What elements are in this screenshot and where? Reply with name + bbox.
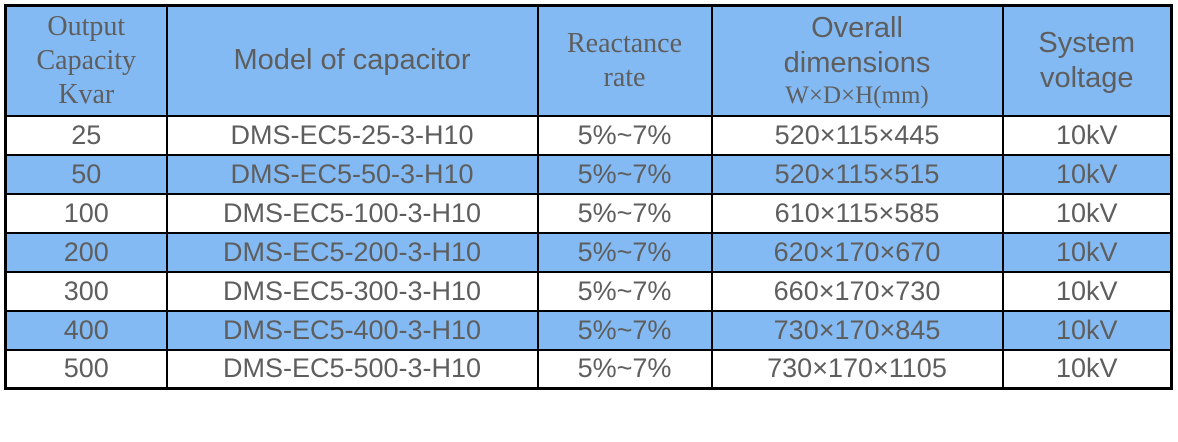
table-row: 50 DMS-EC5-50-3-H10 5%~7% 520×115×515 10… xyxy=(4,153,1173,195)
table-row: 300 DMS-EC5-300-3-H10 5%~7% 660×170×730 … xyxy=(4,270,1173,312)
cell-system-voltage: 10kV xyxy=(1001,192,1173,234)
cell-reactance-rate: 5%~7% xyxy=(536,153,713,195)
table-row: 25 DMS-EC5-25-3-H10 5%~7% 520×115×445 10… xyxy=(4,114,1173,156)
table-row: 400 DMS-EC5-400-3-H10 5%~7% 730×170×845 … xyxy=(4,309,1173,351)
cell-output-capacity: 100 xyxy=(4,192,168,234)
header-row: Output Capacity Kvar Model of capacitor … xyxy=(4,4,1173,117)
table-row: 200 DMS-EC5-200-3-H10 5%~7% 620×170×670 … xyxy=(4,231,1173,273)
table-row: 500 DMS-EC5-500-3-H10 5%~7% 730×170×1105… xyxy=(4,348,1173,390)
cell-model: DMS-EC5-300-3-H10 xyxy=(165,270,539,312)
header-dimension-unit: W×D×H(mm) xyxy=(785,81,929,109)
cell-dimensions: 610×115×585 xyxy=(710,192,1004,234)
header-output-capacity: Output Capacity Kvar xyxy=(4,4,168,117)
header-line: voltage xyxy=(1039,61,1134,94)
cell-reactance-rate: 5%~7% xyxy=(536,114,713,156)
cell-system-voltage: 10kV xyxy=(1001,270,1173,312)
cell-model: DMS-EC5-500-3-H10 xyxy=(165,348,539,390)
header-overall-dimensions: Overall dimensions W×D×H(mm) xyxy=(710,4,1004,117)
header-line: System xyxy=(1038,26,1136,59)
cell-output-capacity: 400 xyxy=(4,309,168,351)
header-line: Kvar xyxy=(58,78,115,110)
header-line: Output xyxy=(47,10,126,42)
table-row: 100 DMS-EC5-100-3-H10 5%~7% 610×115×585 … xyxy=(4,192,1173,234)
cell-output-capacity: 200 xyxy=(4,231,168,273)
header-line: dimensions xyxy=(783,46,931,79)
cell-dimensions: 660×170×730 xyxy=(710,270,1004,312)
header-reactance-rate: Reactance rate xyxy=(536,4,713,117)
capacitor-spec-table: Output Capacity Kvar Model of capacitor … xyxy=(4,4,1173,390)
cell-output-capacity: 300 xyxy=(4,270,168,312)
cell-system-voltage: 10kV xyxy=(1001,231,1173,273)
cell-system-voltage: 10kV xyxy=(1001,348,1173,390)
cell-reactance-rate: 5%~7% xyxy=(536,309,713,351)
header-line: Reactance xyxy=(566,27,683,59)
cell-dimensions: 520×115×515 xyxy=(710,153,1004,195)
cell-output-capacity: 25 xyxy=(4,114,168,156)
cell-model: DMS-EC5-25-3-H10 xyxy=(165,114,539,156)
cell-dimensions: 520×115×445 xyxy=(710,114,1004,156)
header-line: Capacity xyxy=(36,44,137,76)
cell-model: DMS-EC5-200-3-H10 xyxy=(165,231,539,273)
cell-system-voltage: 10kV xyxy=(1001,114,1173,156)
cell-system-voltage: 10kV xyxy=(1001,153,1173,195)
page-body: Output Capacity Kvar Model of capacitor … xyxy=(4,4,1173,390)
cell-dimensions: 730×170×845 xyxy=(710,309,1004,351)
cell-reactance-rate: 5%~7% xyxy=(536,231,713,273)
cell-model: DMS-EC5-400-3-H10 xyxy=(165,309,539,351)
header-line: Model of capacitor xyxy=(233,44,471,77)
cell-dimensions: 620×170×670 xyxy=(710,231,1004,273)
cell-reactance-rate: 5%~7% xyxy=(536,348,713,390)
cell-model: DMS-EC5-100-3-H10 xyxy=(165,192,539,234)
header-line: rate xyxy=(603,61,646,93)
header-system-voltage: System voltage xyxy=(1001,4,1173,117)
cell-output-capacity: 50 xyxy=(4,153,168,195)
cell-reactance-rate: 5%~7% xyxy=(536,270,713,312)
cell-output-capacity: 500 xyxy=(4,348,168,390)
header-line: Overall xyxy=(811,11,903,44)
cell-model: DMS-EC5-50-3-H10 xyxy=(165,153,539,195)
cell-system-voltage: 10kV xyxy=(1001,309,1173,351)
cell-dimensions: 730×170×1105 xyxy=(710,348,1004,390)
header-model-of-capacitor: Model of capacitor xyxy=(165,4,539,117)
cell-reactance-rate: 5%~7% xyxy=(536,192,713,234)
